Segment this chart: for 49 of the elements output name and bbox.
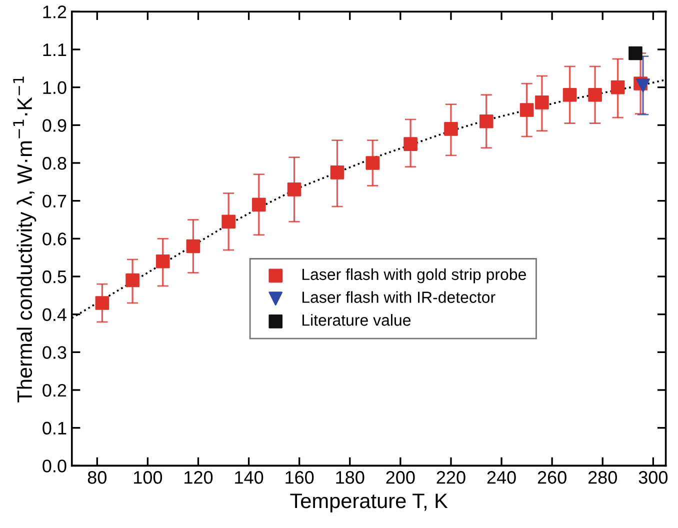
- x-axis-title: Temperature T, K: [290, 494, 448, 512]
- x-tick-label: 180: [336, 471, 364, 484]
- point: [562, 88, 577, 102]
- legend-label: Literature value: [302, 314, 411, 326]
- point: [95, 296, 110, 310]
- point: [535, 96, 549, 110]
- y-tick-label: 0.4: [42, 308, 66, 322]
- point: [479, 114, 494, 128]
- y-tick-label: 0.0: [42, 460, 66, 472]
- point: [520, 103, 534, 117]
- x-tick-label: 300: [638, 471, 668, 484]
- point: [628, 46, 642, 60]
- point: [444, 122, 458, 136]
- x-tick-label: 260: [538, 471, 566, 484]
- point: [186, 239, 200, 254]
- point: [404, 137, 418, 151]
- y-axis-title: Thermal conductivity λ, W·m$^{−1}$·K$^{−1}$: [13, 76, 36, 402]
- x-tick-label: 120: [184, 471, 213, 484]
- x-tick-label: 160: [286, 471, 314, 484]
- point: [287, 182, 302, 196]
- y-tick-label: 1.0: [43, 81, 66, 94]
- y-tick-label: 0.5: [42, 270, 66, 284]
- point: [126, 273, 140, 288]
- point: [156, 254, 170, 268]
- y-tick-label: 0.7: [42, 194, 66, 208]
- legend-label: Laser flash with IR-detector: [302, 291, 496, 303]
- point: [610, 80, 625, 94]
- point: [636, 78, 650, 92]
- x-tick-label: 240: [487, 471, 516, 484]
- x-tick-label: 100: [134, 471, 162, 484]
- legend-label: Laser flash with gold strip probe: [302, 268, 526, 284]
- x-tick-label: 280: [588, 471, 617, 484]
- x-tick-label: 220: [436, 471, 466, 484]
- x-tick-label: 140: [235, 471, 264, 484]
- point: [366, 156, 380, 170]
- x-tick-label: 200: [386, 471, 415, 484]
- point: [588, 88, 602, 102]
- y-tick-label: 0.8: [42, 156, 66, 170]
- y-tick-label: 1.1: [43, 44, 66, 56]
- y-tick-label: 0.3: [42, 346, 66, 359]
- y-tick-label: 0.1: [42, 422, 66, 435]
- y-tick-label: 1.2: [43, 6, 66, 18]
- point: [330, 166, 344, 180]
- y-tick-label: 0.9: [42, 119, 66, 132]
- y-tick-label: 0.2: [42, 384, 66, 397]
- point: [252, 198, 266, 212]
- y-tick-label: 0.6: [42, 232, 66, 246]
- x-tick-label: 80: [88, 471, 106, 484]
- point: [222, 214, 236, 229]
